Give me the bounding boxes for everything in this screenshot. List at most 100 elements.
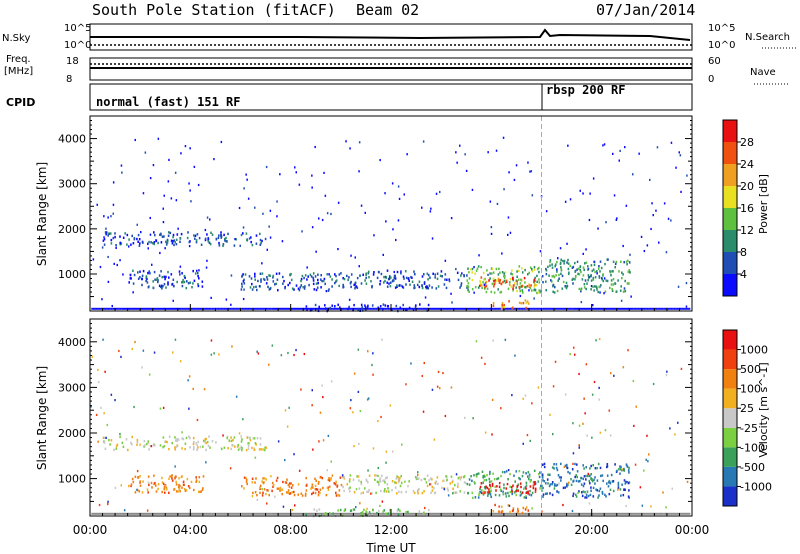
range-cell xyxy=(575,474,577,477)
range-cell xyxy=(418,285,421,289)
range-cell xyxy=(188,182,190,185)
range-cell xyxy=(560,268,563,271)
range-cell xyxy=(174,241,176,244)
range-cell xyxy=(590,486,592,489)
range-cell xyxy=(564,464,567,467)
range-cell xyxy=(325,290,328,293)
range-cell xyxy=(282,275,284,279)
range-cell xyxy=(359,409,362,413)
range-cell xyxy=(583,475,586,478)
range-cell xyxy=(383,307,385,310)
range-cell xyxy=(272,484,275,487)
range-cell xyxy=(289,281,291,285)
date-label: 07/Jan/2014 xyxy=(596,1,695,19)
range-cell xyxy=(525,491,528,495)
range-cell xyxy=(675,512,677,515)
range-cell xyxy=(454,512,456,515)
range-cell xyxy=(577,491,579,494)
range-cell xyxy=(292,484,294,487)
range-cell xyxy=(156,307,158,310)
range-cell xyxy=(423,281,426,284)
range-cell xyxy=(571,266,574,269)
range-cell xyxy=(581,307,584,310)
range-cell xyxy=(478,492,481,495)
range-cell xyxy=(517,489,519,492)
range-cell xyxy=(474,496,477,499)
range-cell xyxy=(179,265,182,268)
range-cell xyxy=(386,269,389,272)
range-cell xyxy=(430,491,432,494)
range-cell xyxy=(645,458,647,461)
range-cell xyxy=(529,512,531,515)
range-cell xyxy=(588,275,591,279)
range-cell xyxy=(301,230,303,233)
range-cell xyxy=(416,475,418,479)
range-cell xyxy=(534,490,537,494)
range-cell xyxy=(371,514,374,517)
range-cell xyxy=(179,360,182,363)
range-cell xyxy=(609,488,612,491)
range-cell xyxy=(197,284,200,288)
range-cell xyxy=(208,307,211,310)
range-cell xyxy=(125,512,128,515)
range-cell xyxy=(616,469,618,473)
range-cell xyxy=(98,512,101,515)
range-cell xyxy=(431,512,433,515)
range-cell xyxy=(534,283,536,287)
range-cell xyxy=(491,282,494,286)
range-cell xyxy=(254,491,257,494)
range-cell xyxy=(470,475,472,478)
range-cell xyxy=(516,510,519,514)
range-cell xyxy=(684,307,686,310)
range-cell xyxy=(583,482,586,485)
range-cell xyxy=(286,478,288,481)
range-cell xyxy=(209,218,211,221)
range-cell xyxy=(417,512,420,515)
range-cell xyxy=(563,262,565,265)
range-cell xyxy=(224,239,226,242)
range-cell xyxy=(175,199,178,202)
range-cell xyxy=(281,488,284,491)
range-cell xyxy=(454,491,457,494)
range-cell xyxy=(648,307,650,310)
range-cell xyxy=(232,444,234,447)
range-cell xyxy=(174,465,176,468)
colorbar-tick-label: -1000 xyxy=(740,480,772,493)
range-cell xyxy=(572,265,575,269)
range-cell xyxy=(367,397,370,400)
range-cell xyxy=(352,478,355,481)
range-cell xyxy=(261,480,263,483)
range-cell xyxy=(277,440,280,443)
range-cell xyxy=(476,267,479,270)
range-cell xyxy=(562,259,564,263)
range-cell xyxy=(283,279,285,283)
range-cell xyxy=(532,481,535,484)
range-cell xyxy=(170,239,173,242)
range-cell xyxy=(244,512,247,515)
range-cell xyxy=(508,504,511,507)
range-cell xyxy=(97,307,99,310)
range-cell xyxy=(245,173,247,176)
range-cell xyxy=(654,307,656,310)
range-cell xyxy=(681,307,683,310)
range-cell xyxy=(168,477,170,480)
range-cell xyxy=(314,145,316,149)
range-cell xyxy=(643,469,645,472)
range-cell xyxy=(518,265,521,268)
range-cell xyxy=(132,282,135,285)
range-cell xyxy=(262,512,265,515)
range-cell xyxy=(290,278,293,282)
range-cell xyxy=(237,448,240,451)
range-cell xyxy=(340,272,342,275)
range-cell xyxy=(378,307,381,311)
range-cell xyxy=(189,189,191,192)
range-cell xyxy=(524,299,527,302)
range-cell xyxy=(492,510,495,513)
range-cell xyxy=(265,512,268,515)
range-cell xyxy=(335,491,337,495)
range-cell xyxy=(336,512,339,515)
range-cell xyxy=(315,288,318,292)
range-cell xyxy=(505,492,507,495)
range-cell xyxy=(450,512,453,515)
range-cell xyxy=(178,487,181,491)
